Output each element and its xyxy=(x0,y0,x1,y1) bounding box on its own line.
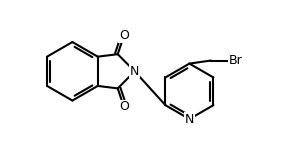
Text: O: O xyxy=(119,100,129,113)
Text: Br: Br xyxy=(229,54,242,67)
Text: O: O xyxy=(119,29,129,42)
Text: N: N xyxy=(130,65,139,78)
Text: N: N xyxy=(185,112,194,126)
